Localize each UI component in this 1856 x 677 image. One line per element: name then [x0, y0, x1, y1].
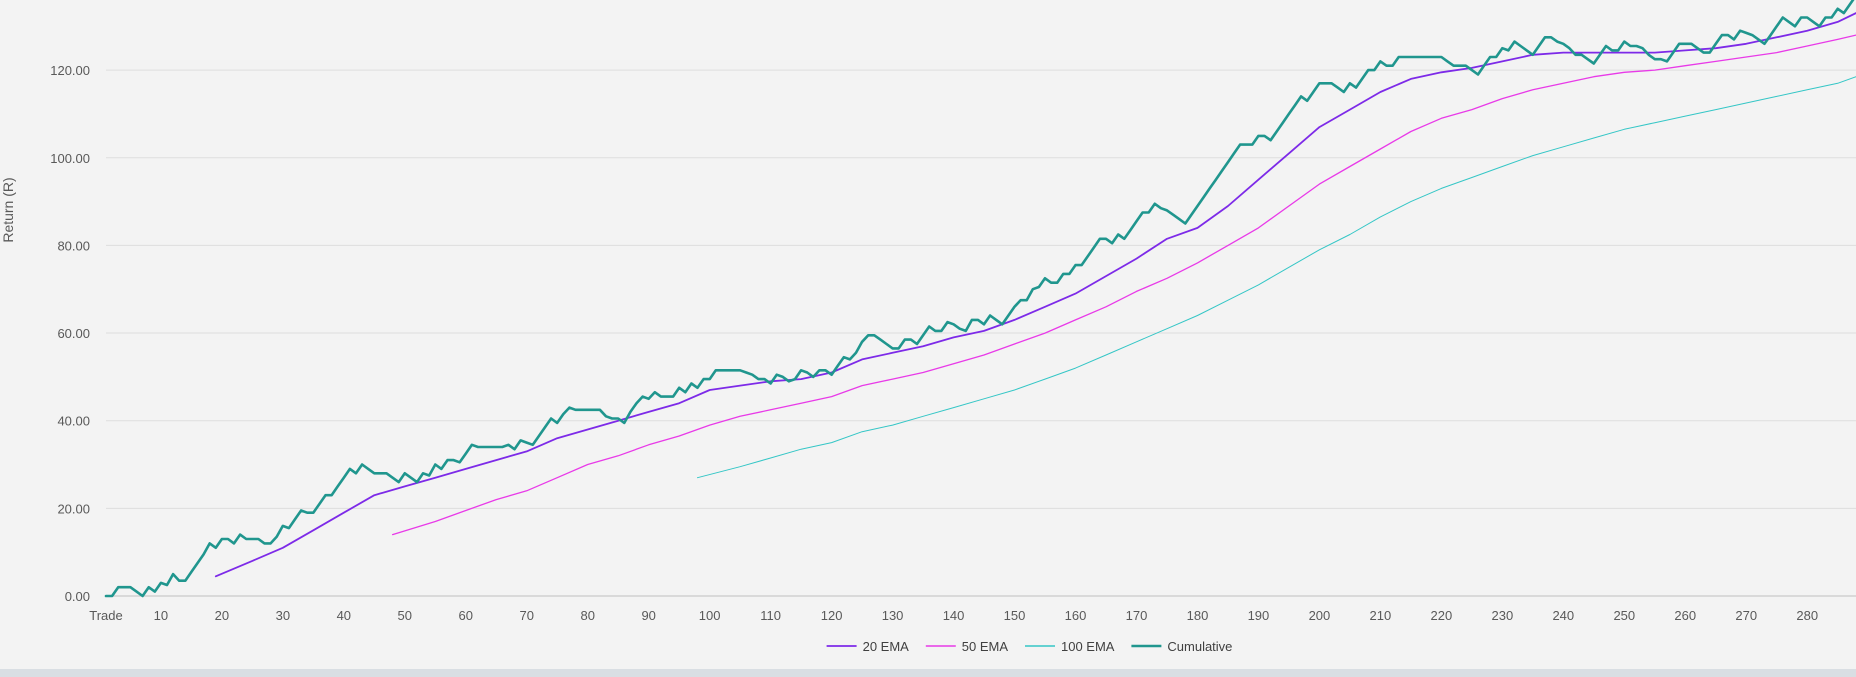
x-tick-label: 10 — [154, 608, 168, 623]
x-tick-label: 250 — [1613, 608, 1635, 623]
bottom-scrollbar-track — [0, 669, 1856, 677]
x-tick-label: 20 — [215, 608, 229, 623]
legend[interactable]: 20 EMA 50 EMA 100 EMA Cumulative — [826, 639, 1233, 654]
x-tick-label: 100 — [699, 608, 721, 623]
x-tick-label: 280 — [1796, 608, 1818, 623]
x-tick-label: 160 — [1065, 608, 1087, 623]
x-tick-label: 30 — [276, 608, 290, 623]
series-line-100-ema — [697, 76, 1856, 479]
y-axis-ticks: 0.00 20.00 40.00 60.00 80.00 100.00 120.00 — [50, 63, 90, 604]
series-line-cumulative — [104, 0, 1855, 598]
x-tick-label: 40 — [337, 608, 351, 623]
x-tick-label: 80 — [580, 608, 594, 623]
x-tick-label-first: Trade — [89, 608, 122, 623]
x-tick-label: 90 — [641, 608, 655, 623]
legend-label: 50 EMA — [962, 639, 1009, 654]
x-tick-label: 50 — [398, 608, 412, 623]
gridlines — [106, 69, 1856, 597]
x-tick-label: 150 — [1004, 608, 1026, 623]
x-tick-label: 210 — [1370, 608, 1392, 623]
x-tick-label: 230 — [1491, 608, 1513, 623]
y-tick-label: 20.00 — [57, 501, 90, 516]
y-tick-label: 40.00 — [57, 414, 90, 429]
y-tick-label: 60.00 — [57, 326, 90, 341]
x-tick-label: 70 — [519, 608, 533, 623]
y-tick-label: 120.00 — [50, 63, 90, 78]
x-axis-ticks: Trade 10 20 30 40 50 60 70 80 90 100 110 120 130 140 15… — [89, 608, 1818, 623]
y-tick-label: 0.00 — [65, 589, 90, 604]
x-tick-label: 110 — [760, 608, 781, 623]
x-tick-label: 240 — [1552, 608, 1574, 623]
legend-item-50-ema[interactable]: 50 EMA — [925, 639, 1009, 654]
x-tick-label: 180 — [1187, 608, 1209, 623]
legend-label: Cumulative — [1167, 639, 1232, 654]
x-tick-label: 270 — [1735, 608, 1757, 623]
x-tick-label: 220 — [1431, 608, 1453, 623]
legend-label: 100 EMA — [1061, 639, 1115, 654]
x-tick-label: 130 — [882, 608, 904, 623]
legend-label: 20 EMA — [863, 639, 910, 654]
series-layer — [104, 0, 1856, 598]
y-axis-title: Return (R) — [0, 177, 16, 242]
series-line-50-ema — [391, 34, 1856, 536]
legend-item-100-ema[interactable]: 100 EMA — [1025, 639, 1115, 654]
legend-item-20-ema[interactable]: 20 EMA — [826, 639, 910, 654]
y-tick-label: 80.00 — [57, 238, 90, 253]
x-tick-label: 60 — [459, 608, 473, 623]
series-line-20-ema — [214, 12, 1856, 578]
x-tick-label: 120 — [821, 608, 843, 623]
x-tick-label: 140 — [943, 608, 965, 623]
y-tick-label: 100.00 — [50, 151, 90, 166]
x-tick-label: 200 — [1309, 608, 1331, 623]
x-tick-label: 170 — [1126, 608, 1148, 623]
x-tick-label: 260 — [1674, 608, 1696, 623]
legend-item-cumulative[interactable]: Cumulative — [1131, 639, 1232, 654]
x-tick-label: 190 — [1248, 608, 1270, 623]
